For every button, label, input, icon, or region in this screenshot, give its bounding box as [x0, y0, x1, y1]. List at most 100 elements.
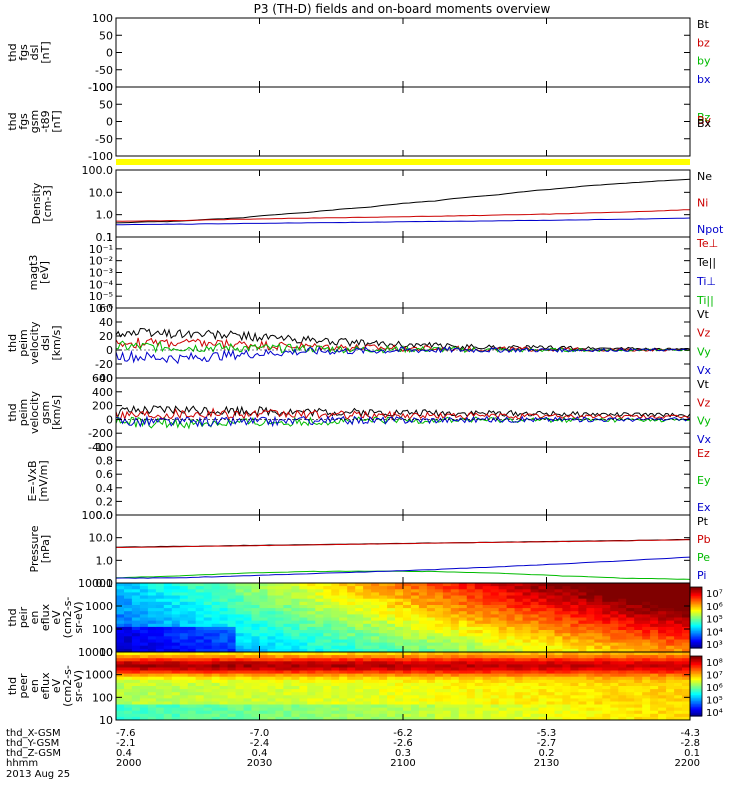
- spectrogram-cell: [283, 689, 292, 693]
- spectrogram-cell: [355, 670, 364, 675]
- spectrogram-cell: [682, 707, 690, 712]
- spectrogram-cell: [211, 633, 221, 637]
- spectrogram-cell: [267, 710, 277, 715]
- spectrogram-cell: [124, 701, 133, 706]
- spectrogram-cell: [283, 698, 292, 703]
- spectrogram-cell: [251, 670, 261, 675]
- spectrogram-cell: [124, 652, 133, 656]
- spectrogram-cell: [642, 686, 651, 690]
- spectrogram-cell: [275, 586, 284, 590]
- spectrogram-cell: [331, 710, 340, 715]
- y-tick-label: 0.0: [96, 509, 114, 522]
- spectrogram-cell: [442, 623, 452, 628]
- spectrogram-cell: [506, 679, 516, 684]
- spectrogram-cell: [187, 639, 197, 644]
- spectrogram-cell: [634, 639, 643, 644]
- spectrogram-cell: [259, 710, 269, 715]
- spectrogram-cell: [163, 652, 173, 656]
- spectrogram-cell: [131, 645, 141, 650]
- spectrogram-cell: [347, 676, 356, 681]
- spectrogram-cell: [411, 670, 420, 675]
- spectrogram-cell: [395, 626, 404, 631]
- spectrogram-cell: [586, 589, 595, 593]
- spectrogram-cell: [347, 652, 356, 656]
- spectrogram-cell: [331, 652, 340, 656]
- spectrogram-cell: [171, 713, 181, 718]
- spectrogram-cell: [546, 704, 556, 709]
- spectrogram-cell: [211, 679, 221, 684]
- spectrogram-cell: [195, 648, 205, 652]
- spectrogram-cell: [267, 626, 277, 631]
- spectrogram-cell: [506, 608, 516, 612]
- spectrogram-cell: [116, 605, 125, 609]
- spectrogram-cell: [490, 686, 500, 690]
- spectrogram-cell: [442, 592, 452, 597]
- colorbar-segment: [690, 683, 702, 686]
- spectrogram-cell: [131, 652, 141, 656]
- spectrogram-cell: [227, 698, 237, 703]
- spectrogram-cell: [291, 661, 300, 665]
- spectrogram-cell: [299, 620, 308, 625]
- spectrogram-cell: [395, 630, 404, 634]
- spectrogram-cell: [594, 642, 603, 647]
- spectrogram-cell: [682, 667, 690, 672]
- spectrogram-cell: [299, 698, 308, 703]
- spectrogram-cell: [315, 586, 324, 590]
- spectrogram-cell: [315, 713, 324, 718]
- spectrogram-cell: [666, 698, 675, 703]
- y-tick-label: 0.1: [96, 231, 114, 244]
- spectrogram-cell: [387, 598, 396, 603]
- spectrogram-cell: [650, 592, 659, 597]
- spectrogram-cell: [538, 589, 548, 593]
- spectrogram-cell: [219, 642, 229, 647]
- spectrogram-cell: [634, 695, 643, 699]
- y-axis-label-line: eV: [50, 610, 63, 625]
- spectrogram-cell: [418, 686, 428, 690]
- spectrogram-cell: [275, 592, 284, 597]
- spectrogram-cell: [642, 630, 651, 634]
- spectrogram-cell: [371, 636, 380, 640]
- spectrogram-cell: [602, 661, 611, 665]
- colorbar-segment: [690, 678, 702, 681]
- spectrogram-cell: [155, 642, 165, 647]
- spectrogram-cell: [602, 686, 611, 690]
- spectrogram-cell: [610, 652, 619, 656]
- spectrogram-cell: [466, 598, 476, 603]
- spectrogram-cell: [155, 648, 165, 652]
- spectrogram-cell: [586, 633, 595, 637]
- spectrogram-cell: [171, 701, 181, 706]
- y-tick-label: 20: [99, 330, 113, 343]
- spectrogram-cell: [363, 689, 372, 693]
- spectrogram-cell: [195, 645, 205, 650]
- spectrogram-cell: [379, 686, 388, 690]
- spectrogram-cell: [211, 695, 221, 699]
- spectrogram-cell: [618, 623, 627, 628]
- spectrogram-cell: [323, 704, 332, 709]
- spectrogram-cell: [371, 707, 380, 712]
- spectrogram-cell: [530, 710, 540, 715]
- spectrogram-cell: [259, 630, 269, 634]
- spectrogram-cell: [363, 633, 372, 637]
- spectrogram-cell: [442, 626, 452, 631]
- spectrogram-cell: [187, 592, 197, 597]
- colorbar-segment: [690, 645, 702, 648]
- spectrogram-cell: [594, 592, 603, 597]
- spectrogram-cell: [283, 617, 292, 622]
- spectrogram-cell: [602, 642, 611, 647]
- spectrogram-cell: [267, 633, 277, 637]
- y-tick-label: 10⁻⁴: [89, 278, 114, 291]
- spectrogram-cell: [187, 601, 197, 606]
- spectrogram-cell: [466, 686, 476, 690]
- spectrogram-cell: [379, 611, 388, 615]
- spectrogram-cell: [331, 614, 340, 619]
- spectrogram-cell: [259, 633, 269, 637]
- spectrogram-cell: [418, 630, 428, 634]
- spectrogram-cell: [387, 710, 396, 715]
- spectrogram-cell: [634, 713, 643, 718]
- spectrogram-cell: [586, 595, 595, 600]
- spectrogram-cell: [291, 614, 300, 619]
- spectrogram-cell: [275, 695, 284, 699]
- spectrogram-cell: [514, 586, 524, 590]
- spectrogram-cell: [610, 645, 619, 650]
- spectrogram-cell: [315, 652, 324, 656]
